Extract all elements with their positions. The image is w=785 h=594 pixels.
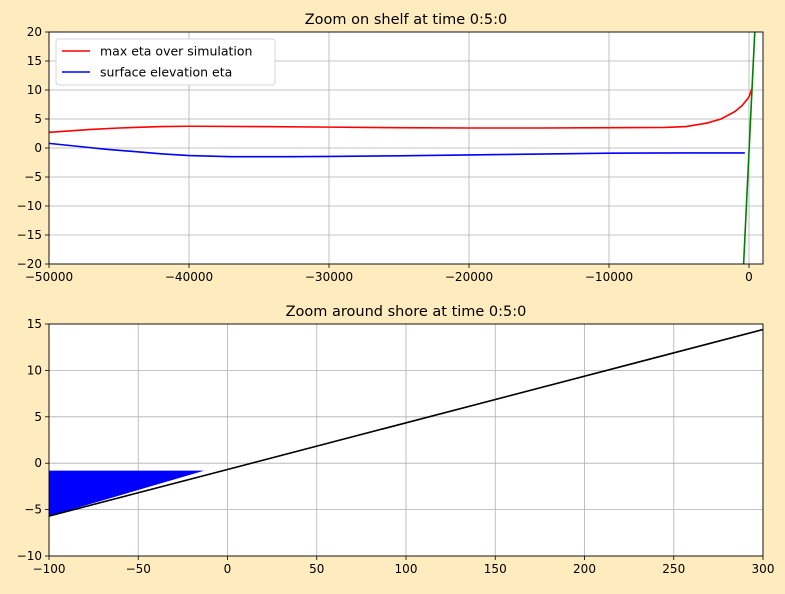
axes-frame [48, 323, 764, 557]
x-tick-label: 100 [395, 562, 418, 576]
y-tick-label: 10 [27, 363, 42, 377]
x-tick-label: 200 [573, 562, 596, 576]
x-tick-label: −30000 [305, 270, 353, 284]
y-tick-label: −10 [17, 549, 42, 563]
y-tick-label: −5 [24, 170, 42, 184]
x-tick-label: −50000 [25, 270, 73, 284]
y-tick-label: −20 [17, 257, 42, 271]
series-max-eta-over-simulation [49, 88, 753, 134]
y-tick-label: 5 [34, 410, 42, 424]
y-tick-label: −5 [24, 503, 42, 517]
series-surface-elevation-eta [49, 142, 745, 158]
x-tick-label: 150 [484, 562, 507, 576]
y-tick-label: 0 [34, 456, 42, 470]
x-tick-label: 300 [752, 562, 775, 576]
subplot-2: −100 −50 0 50 100 150 200 250 300−10−5051015Zoom… [17, 304, 775, 576]
legend-label: surface elevation eta [100, 65, 232, 80]
plot-marks [49, 32, 756, 264]
axes-frame [48, 31, 764, 265]
x-tick-label: −100 [33, 562, 66, 576]
x-tick-label: −50 [126, 562, 151, 576]
x-tick-label: 0 [745, 270, 753, 284]
y-tick-label: 20 [27, 25, 42, 39]
chart-title: Zoom on shelf at time 0:5:0 [305, 12, 507, 28]
legend-label: max eta over simulation [100, 44, 252, 59]
y-tick-label: 10 [27, 83, 42, 97]
y-tick-label: 15 [27, 317, 42, 331]
x-tick-label: −10000 [585, 270, 633, 284]
x-tick-label: −40000 [165, 270, 213, 284]
y-tick-label: 0 [34, 141, 42, 155]
y-tick-label: 5 [34, 112, 42, 126]
y-tick-label: 15 [27, 54, 42, 68]
subplot-1: −50000 −40000 −30000 −20000 −10000 0 −20 −15 −10… [17, 12, 764, 284]
x-tick-label: 0 [224, 562, 232, 576]
y-tick-label: −10 [17, 199, 42, 213]
series-bathymetry [742, 32, 756, 264]
x-tick-label: 250 [662, 562, 685, 576]
series-bathymetry [49, 328, 763, 517]
plot-marks [49, 328, 763, 517]
fill-water [49, 470, 205, 517]
x-tick-label: −20000 [445, 270, 493, 284]
x-tick-label: 50 [309, 562, 324, 576]
y-tick-label: −15 [17, 228, 42, 242]
legend-box [55, 38, 276, 86]
chart-title: Zoom around shore at time 0:5:0 [286, 304, 527, 320]
legend: max eta over simulation surface elevation… [55, 38, 276, 86]
